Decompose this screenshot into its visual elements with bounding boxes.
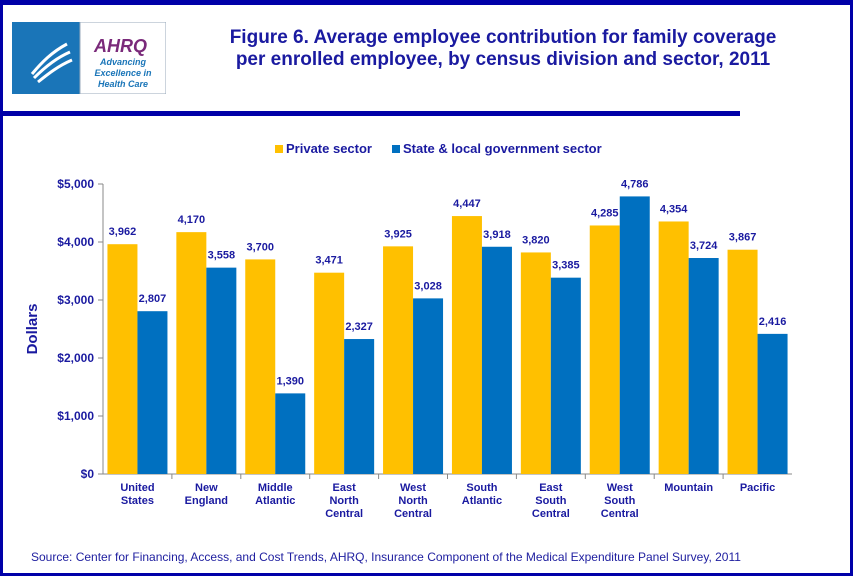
data-label: 3,471 xyxy=(315,255,343,267)
x-tick-label: Mountain xyxy=(664,482,713,494)
y-tick-label: $4,000 xyxy=(57,235,94,249)
bar-government xyxy=(344,339,375,474)
bar-government xyxy=(550,277,581,474)
legend-label: Private sector xyxy=(286,141,372,156)
x-tick-label: West xyxy=(400,482,426,494)
bar-government xyxy=(688,258,719,474)
x-tick-label: New xyxy=(195,482,218,494)
bar-private xyxy=(107,244,138,474)
data-label: 3,558 xyxy=(208,250,236,262)
data-label: 3,867 xyxy=(729,232,757,244)
legend-swatch xyxy=(392,145,400,153)
data-label: 3,028 xyxy=(414,280,442,292)
x-tick-label: United xyxy=(120,482,154,494)
data-label: 4,786 xyxy=(621,178,649,190)
bar-government xyxy=(137,311,168,474)
bar-private xyxy=(383,246,414,474)
bar-private xyxy=(314,272,345,474)
y-tick-label: $2,000 xyxy=(57,351,94,365)
ahrq-logo: AHRQ Advancing Excellence in Health Care xyxy=(12,22,166,94)
y-tick-label: $0 xyxy=(81,467,95,481)
bar-private xyxy=(520,252,551,474)
data-label: 3,700 xyxy=(246,241,274,253)
x-tick-label: South xyxy=(535,495,566,507)
bar-government xyxy=(619,196,650,475)
y-tick-label: $5,000 xyxy=(57,177,94,191)
data-label: 2,807 xyxy=(139,293,167,305)
bar-private xyxy=(176,232,207,474)
data-label: 4,447 xyxy=(453,198,481,210)
x-tick-label: North xyxy=(329,495,359,507)
svg-text:Health Care: Health Care xyxy=(98,79,148,89)
data-label: 2,327 xyxy=(345,321,373,333)
y-tick-label: $1,000 xyxy=(57,409,94,423)
bar-private xyxy=(727,249,758,474)
x-tick-label: Atlantic xyxy=(462,495,502,507)
x-tick-label: South xyxy=(604,495,635,507)
x-tick-label: East xyxy=(539,482,563,494)
x-tick-label: Middle xyxy=(258,482,293,494)
data-label: 4,170 xyxy=(178,214,206,226)
svg-text:Advancing: Advancing xyxy=(99,57,147,67)
x-tick-label: North xyxy=(398,495,428,507)
bar-private xyxy=(245,259,276,474)
data-label: 3,925 xyxy=(384,228,412,240)
data-label: 1,390 xyxy=(276,375,304,387)
y-axis-title: Dollars xyxy=(24,304,41,355)
chart-title: Figure 6. Average employee contribution … xyxy=(183,27,823,71)
data-label: 2,416 xyxy=(759,316,787,328)
y-tick-label: $3,000 xyxy=(57,293,94,307)
x-tick-label: States xyxy=(121,495,154,507)
data-label: 4,285 xyxy=(591,207,619,219)
bar-government xyxy=(757,333,788,474)
x-tick-label: West xyxy=(607,482,633,494)
data-label: 3,820 xyxy=(522,234,550,246)
data-label: 3,918 xyxy=(483,229,511,241)
data-label: 3,962 xyxy=(109,226,137,238)
bar-private xyxy=(589,225,620,474)
source-note: Source: Center for Financing, Access, an… xyxy=(31,550,741,564)
legend-swatch xyxy=(275,145,283,153)
data-label: 4,354 xyxy=(660,203,688,215)
x-tick-label: Pacific xyxy=(740,482,775,494)
data-label: 3,385 xyxy=(552,260,580,272)
title-line-2: per enrolled employee, by census divisio… xyxy=(235,49,771,70)
x-tick-label: Central xyxy=(325,508,363,520)
bar-private xyxy=(451,216,482,474)
bar-government xyxy=(275,393,306,474)
x-tick-label: South xyxy=(466,482,497,494)
bar-government xyxy=(413,298,444,474)
x-tick-label: East xyxy=(333,482,357,494)
bar-government xyxy=(481,246,512,474)
bar-government xyxy=(206,267,237,474)
header-divider xyxy=(3,111,740,116)
x-tick-label: Central xyxy=(532,508,570,520)
svg-text:AHRQ: AHRQ xyxy=(93,36,147,56)
x-tick-label: Central xyxy=(394,508,432,520)
x-tick-label: Atlantic xyxy=(255,495,295,507)
data-label: 3,724 xyxy=(690,240,718,252)
svg-text:Excellence in: Excellence in xyxy=(94,68,152,78)
title-line-1: Figure 6. Average employee contribution … xyxy=(229,27,777,48)
legend-label: State & local government sector xyxy=(403,141,602,156)
bar-private xyxy=(658,221,689,474)
x-tick-label: England xyxy=(185,495,228,507)
x-tick-label: Central xyxy=(601,508,639,520)
